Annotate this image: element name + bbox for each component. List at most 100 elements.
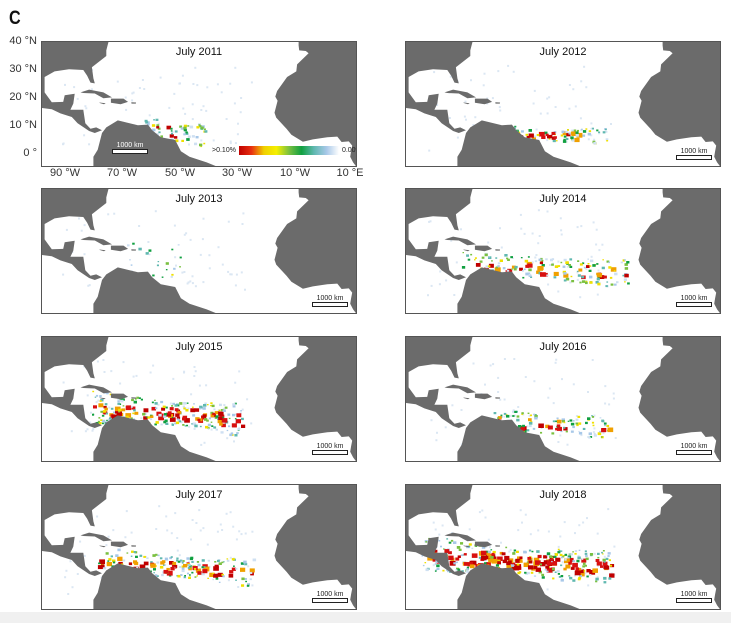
sargassum-pixel (515, 558, 521, 563)
sargassum-pixel (582, 569, 586, 572)
sargassum-pixel (557, 551, 561, 554)
sargassum-pixel (553, 555, 557, 558)
trace-pixel (427, 294, 429, 297)
sargassum-pixel (166, 125, 172, 130)
sargassum-pixel (174, 136, 178, 139)
trace-pixel (438, 533, 441, 536)
sargassum-pixel (540, 431, 543, 434)
sargassum-pixel (585, 282, 588, 285)
trace-pixel (432, 564, 435, 567)
sargassum-pixel (605, 128, 607, 131)
sargassum-pixel (194, 408, 200, 412)
sargassum-pixel (581, 558, 584, 560)
trace-pixel (195, 522, 198, 524)
sargassum-pixel (553, 136, 557, 139)
map-panel: July 2018 1000 km (405, 484, 721, 610)
sargassum-pixel (510, 566, 516, 571)
trace-pixel (510, 414, 512, 417)
sargassum-pixel (488, 256, 492, 259)
sargassum-pixel (165, 262, 169, 265)
land-mass (638, 337, 720, 461)
trace-pixel (227, 270, 230, 273)
sargassum-pixel (180, 559, 182, 562)
sargassum-pixel (170, 276, 173, 278)
sargassum-pixel (582, 565, 586, 568)
trace-pixel (580, 434, 583, 437)
sargassum-pixel (195, 136, 199, 139)
trace-pixel (86, 394, 89, 397)
trace-pixel (184, 112, 187, 115)
sargassum-pixel (533, 413, 536, 416)
sargassum-pixel (207, 577, 209, 579)
sargassum-pixel (202, 414, 207, 418)
trace-pixel (222, 407, 225, 410)
sargassum-pixel (600, 436, 603, 438)
scale-bar-line (676, 155, 712, 160)
sargassum-pixel (596, 277, 600, 281)
sargassum-pixel (218, 409, 221, 412)
trace-pixel (232, 525, 235, 528)
trace-pixel (519, 213, 522, 216)
trace-pixel (168, 106, 171, 109)
sargassum-pixel (234, 434, 238, 437)
sargassum-pixel (150, 561, 153, 564)
sargassum-pixel (187, 407, 190, 410)
sargassum-pixel (161, 574, 164, 577)
sargassum-pixel (232, 403, 236, 406)
sargassum-pixel (513, 127, 516, 129)
trace-pixel (233, 440, 235, 443)
sargassum-pixel (217, 559, 220, 563)
sargassum-pixel (525, 264, 530, 268)
sargassum-pixel (531, 550, 534, 553)
sargassum-pixel (570, 430, 574, 433)
sargassum-pixel (547, 560, 553, 566)
trace-pixel (176, 549, 179, 552)
trace-pixel (565, 140, 568, 143)
sargassum-pixel (560, 564, 563, 567)
sargassum-pixel (522, 424, 525, 428)
sargassum-pixel (166, 570, 173, 576)
sargassum-pixel (223, 561, 225, 563)
trace-pixel (587, 138, 590, 141)
trace-pixel (221, 529, 224, 531)
sargassum-pixel (512, 552, 516, 555)
sargassum-pixel (567, 420, 570, 422)
sargassum-pixel (603, 422, 607, 425)
sargassum-pixel (169, 417, 176, 422)
sargassum-pixel (570, 275, 573, 278)
trace-pixel (593, 427, 596, 430)
sargassum-pixel (241, 577, 245, 581)
sargassum-pixel (159, 557, 163, 560)
sargassum-pixel (154, 574, 158, 577)
trace-pixel (597, 269, 600, 272)
sargassum-pixel (154, 402, 158, 405)
sargassum-pixel (588, 130, 592, 133)
sargassum-pixel (528, 421, 533, 425)
land-mass (444, 236, 476, 246)
sargassum-pixel (241, 424, 246, 428)
sargassum-pixel (613, 270, 616, 272)
land-mass (444, 384, 476, 394)
sargassum-pixel (527, 571, 530, 575)
sargassum-pixel (495, 257, 498, 259)
trace-pixel (474, 116, 477, 119)
sargassum-pixel (569, 258, 573, 261)
sargassum-pixel (603, 561, 606, 563)
sargassum-pixel (158, 131, 161, 134)
trace-pixel (500, 541, 502, 544)
land-mass (406, 42, 473, 133)
sargassum-pixel (574, 552, 577, 555)
sargassum-pixel (247, 583, 250, 586)
land-mass (99, 249, 106, 252)
sargassum-pixel (215, 415, 219, 418)
trace-pixel (430, 284, 433, 287)
trace-pixel (593, 552, 596, 555)
x-axis-label: 30 °W (221, 167, 253, 179)
sargassum-pixel (598, 131, 601, 134)
trace-pixel (441, 524, 444, 527)
sargassum-pixel (552, 139, 556, 143)
sargassum-pixel (534, 415, 538, 418)
sargassum-pixel (171, 132, 173, 135)
sargassum-pixel (160, 423, 163, 426)
sargassum-pixel (582, 427, 586, 430)
